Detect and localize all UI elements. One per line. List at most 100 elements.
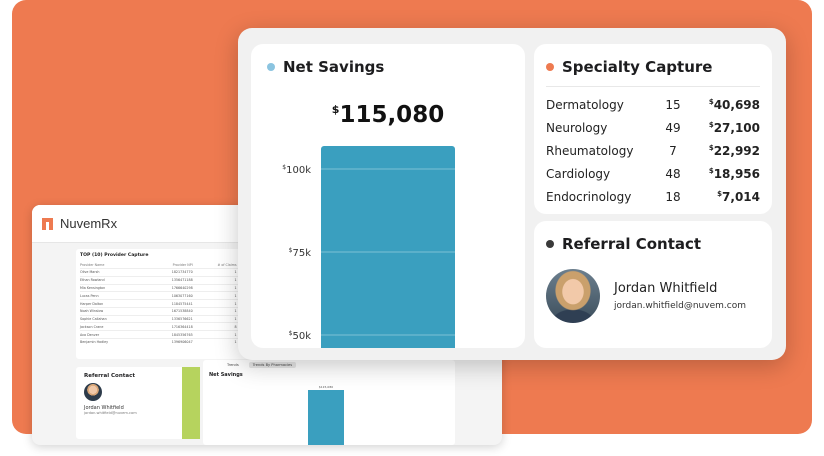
mini-bar [308,390,344,445]
net-savings-bar [321,146,455,348]
table-cell: 1 [192,275,237,285]
net-savings-chart: $100k$75k$50k [282,146,455,348]
dashboard-overlay: $100k $75k $50k Net Savings $115,080 Speci… [238,28,786,360]
y-tick-value: 100k [286,165,311,176]
specialty-capture-title: Specialty Capture [562,58,713,76]
specialty-row: Cardiology 48 $18,956 [546,162,760,185]
net-savings-header: Net Savings [267,58,384,76]
specialty-amount: $40,698 [688,98,760,112]
y-tick-currency: $ [282,164,286,171]
specialty-row: Neurology 49 $27,100 [546,116,760,139]
specialty-name: Neurology [546,120,608,135]
mini-referral-title: Referral Contact [84,373,135,379]
referral-contact-name: Jordan Whitfield [614,281,718,296]
specialty-capture-card: Specialty Capture Dermatology 15 $40,698 Ne… [534,44,772,214]
table-cell: Lucas Penn [80,291,145,300]
table-header-cell: Provider Name [80,263,105,267]
net-savings-currency: $ [331,103,340,116]
table-cell: 1671538840 [144,306,193,316]
table-cell: 1 [192,338,237,346]
mini-green-panel [182,367,200,439]
specialty-currency: $ [708,97,714,106]
tab-trends[interactable]: Trends [227,363,239,367]
table-cell: Ava Denver [80,330,145,339]
net-savings-title: Net Savings [283,58,385,76]
net-savings-card: $100k $75k $50k Net Savings $115,080 [251,44,525,348]
specialty-row: Rheumatology 7 $22,992 [546,139,760,162]
table-cell: Jackson Crane [80,322,145,331]
table-cell: 1 [192,268,237,277]
specialty-currency: $ [708,166,714,175]
table-header-cell: # of Claims [217,263,237,267]
tab-trends-by-pharmacies[interactable]: Trends By Pharmacies [248,362,297,368]
table-cell: 1 [192,283,237,292]
table-cell: Sophie Callahan [80,314,145,323]
specialty-amount-value: 7,014 [722,189,760,204]
table-cell: 1336576621 [144,314,193,323]
table-cell: Benjamin Hadley [80,338,145,346]
specialty-amount-value: 27,100 [713,120,760,135]
table-cell: 1 [192,314,237,323]
table-cell: 1716364418 [144,322,193,331]
y-tick-label: $100k [282,164,311,176]
specialty-amount-value: 18,956 [713,166,760,181]
app-logo-text: NuvemRx [60,216,118,231]
y-tick-value: 75k [292,248,311,259]
specialty-capture-list: Dermatology 15 $40,698 Neurology 49 $27,100 Rh… [546,93,760,208]
table-cell: 8 [192,322,237,331]
specialty-count: 15 [665,97,681,112]
specialty-count: 48 [665,166,681,181]
referral-contact-title: Referral Contact [562,235,702,253]
referral-contact-email[interactable]: jordan.whitfield@nuvem.com [614,301,746,311]
specialty-amount: $18,956 [688,167,760,181]
specialty-currency: $ [717,189,723,198]
specialty-name: Rheumatology [546,143,634,158]
table-cell: 1184575441 [144,299,193,308]
avatar [546,269,600,323]
referral-contact-header: Referral Contact [546,235,760,253]
specialty-row: Dermatology 15 $40,698 [546,93,760,116]
table-cell: Noah Winslow [80,306,145,316]
specialty-count: 49 [665,120,681,135]
specialty-name: Dermatology [546,97,624,112]
mini-referral-card: Referral Contact Jordan Whitfield jordan… [76,367,186,439]
specialty-row: Endocrinology 18 $7,014 [546,185,760,208]
specialty-currency: $ [708,120,714,129]
mini-trends-card: Trends Trends By Pharmacies Net Savings … [203,360,455,445]
table-cell: 1063077160 [144,291,193,300]
specialty-capture-dot-icon [546,63,554,71]
referral-contact-body: Jordan Whitfield jordan.whitfield@nuvem.… [546,269,760,323]
mini-bar-label: $115,080 [318,385,334,389]
specialty-capture-header: Specialty Capture [546,58,760,87]
table-cell: Harper Dalton [80,299,145,308]
mini-net-savings-title: Net Savings [209,372,243,378]
mini-referral-email: jordan.whitfield@nuvem.com [84,411,137,415]
table-cell: 1 [192,306,237,316]
specialty-amount-value: 22,992 [713,143,760,158]
table-cell: Mia Kensington [80,283,145,292]
mini-tabs: Trends Trends By Pharmacies [203,360,455,370]
y-tick-currency: $ [289,247,293,254]
net-savings-amount: 115,080 [339,102,445,128]
y-tick-currency: $ [289,330,293,337]
specialty-name: Cardiology [546,166,611,181]
specialty-amount-value: 40,698 [713,97,760,112]
table-cell: 1 [192,330,237,339]
mini-avatar [84,383,102,401]
table-cell: Olive Marsh [80,268,145,277]
table-cell: 1766640298 [144,283,193,292]
table-cell: Ethan Rowland [80,275,145,285]
table-cell: 1356471188 [144,275,193,285]
specialty-count: 7 [669,143,677,158]
y-tick-label: $50k [289,330,312,342]
table-cell: 1 [192,299,237,308]
net-savings-dot-icon [267,63,275,71]
specialty-count: 18 [665,189,681,204]
referral-contact-card: Referral Contact Jordan Whitfield jordan… [534,221,772,348]
specialty-amount: $7,014 [688,190,760,204]
table-header-cell: Provider NPI [172,263,193,267]
table-cell: 1 [192,291,237,300]
table-cell: 1821734770 [144,268,193,277]
table-cell: 1845356765 [144,330,193,339]
